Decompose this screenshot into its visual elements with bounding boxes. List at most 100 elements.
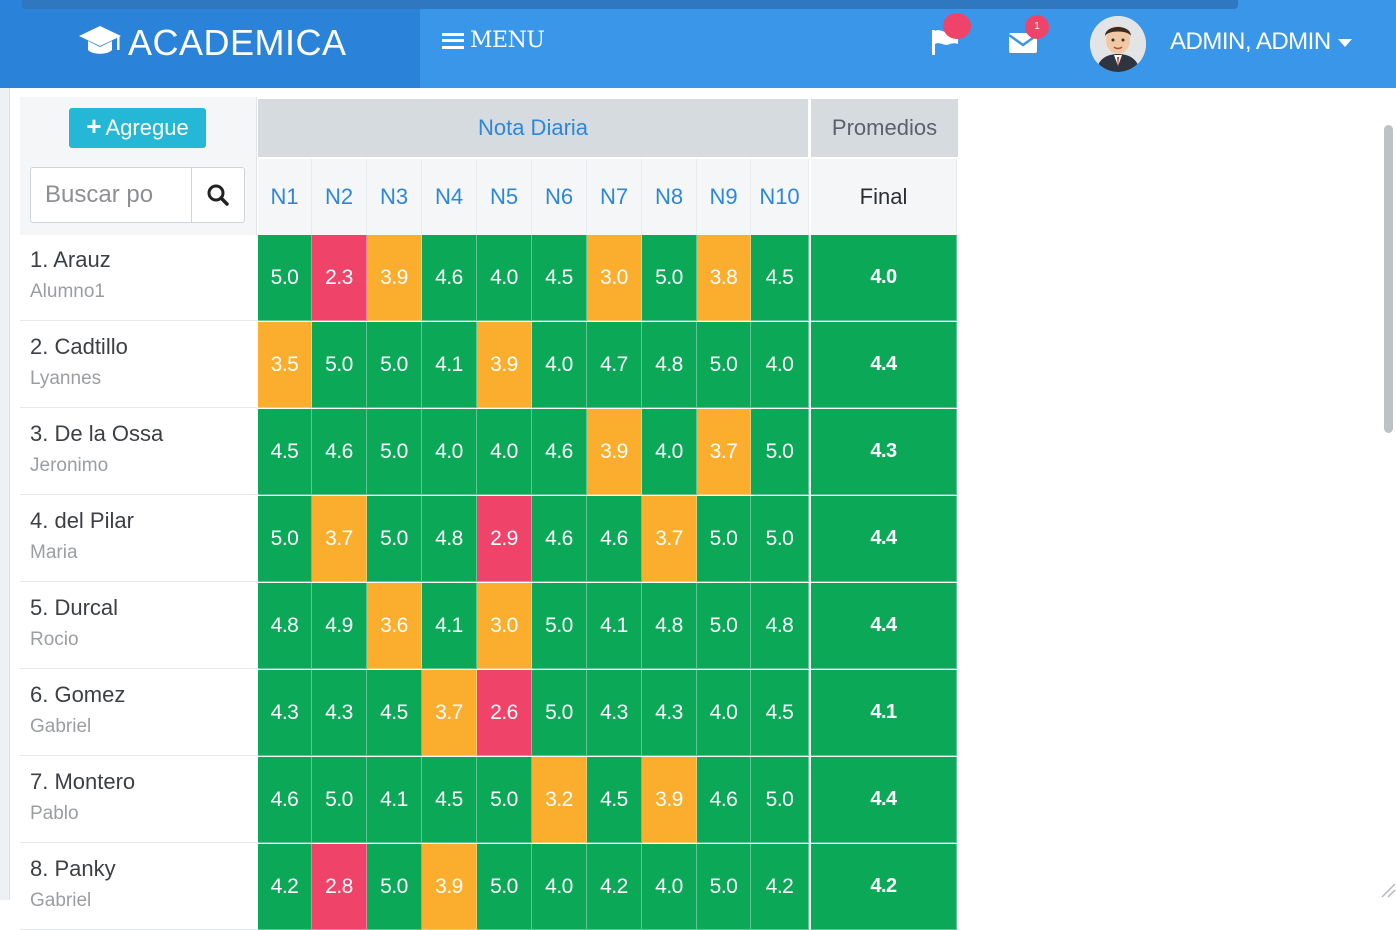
grade-cell[interactable]: 4.3 xyxy=(642,670,697,756)
grade-cell[interactable]: 4.0 xyxy=(751,322,809,408)
search-button[interactable] xyxy=(191,168,244,222)
grade-cell[interactable]: 2.3 xyxy=(312,235,367,321)
grade-cell[interactable]: 3.9 xyxy=(587,409,642,495)
grade-cell[interactable]: 5.0 xyxy=(477,844,532,930)
student-name-cell[interactable]: 1. Arauz Alumno1 xyxy=(20,235,257,321)
grade-cell[interactable]: 4.6 xyxy=(532,409,587,495)
student-name-cell[interactable]: 8. Panky Gabriel xyxy=(20,844,257,930)
grade-cell[interactable]: 4.5 xyxy=(367,670,422,756)
grade-cell[interactable]: 4.6 xyxy=(258,757,312,843)
grade-cell[interactable]: 5.0 xyxy=(697,496,751,582)
grade-cell[interactable]: 2.9 xyxy=(477,496,532,582)
grade-cell[interactable]: 4.3 xyxy=(587,670,642,756)
grade-cell[interactable]: 4.6 xyxy=(422,235,477,321)
grade-cell[interactable]: 5.0 xyxy=(258,235,312,321)
grade-cell[interactable]: 5.0 xyxy=(258,496,312,582)
grade-cell[interactable]: 3.7 xyxy=(312,496,367,582)
grade-cell[interactable]: 4.6 xyxy=(697,757,751,843)
search-input[interactable] xyxy=(31,168,191,222)
grade-cell[interactable]: 4.5 xyxy=(532,235,587,321)
resize-grip-icon[interactable] xyxy=(1378,880,1396,898)
grade-cell[interactable]: 5.0 xyxy=(751,409,809,495)
grade-cell[interactable]: 5.0 xyxy=(312,757,367,843)
grade-cell[interactable]: 4.6 xyxy=(532,496,587,582)
user-avatar[interactable] xyxy=(1090,16,1146,72)
grade-cell[interactable]: 5.0 xyxy=(367,409,422,495)
column-header-n9[interactable]: N9 xyxy=(697,159,751,235)
grade-cell[interactable]: 5.0 xyxy=(532,670,587,756)
grade-cell[interactable]: 5.0 xyxy=(312,322,367,408)
grade-cell[interactable]: 5.0 xyxy=(367,496,422,582)
grade-cell[interactable]: 5.0 xyxy=(751,496,809,582)
grade-cell[interactable]: 4.2 xyxy=(587,844,642,930)
grade-cell[interactable]: 4.5 xyxy=(422,757,477,843)
column-header-final[interactable]: Final xyxy=(811,159,957,235)
grade-cell[interactable]: 5.0 xyxy=(642,235,697,321)
grade-cell[interactable]: 3.7 xyxy=(642,496,697,582)
grade-cell[interactable]: 4.3 xyxy=(258,670,312,756)
grade-cell[interactable]: 3.0 xyxy=(477,583,532,669)
column-header-n3[interactable]: N3 xyxy=(367,159,422,235)
grade-cell[interactable]: 3.8 xyxy=(697,235,751,321)
grade-cell[interactable]: 4.5 xyxy=(258,409,312,495)
grade-cell[interactable]: 4.0 xyxy=(477,235,532,321)
grade-cell[interactable]: 4.6 xyxy=(587,496,642,582)
grade-cell[interactable]: 3.9 xyxy=(422,844,477,930)
grade-cell[interactable]: 4.7 xyxy=(587,322,642,408)
student-name-cell[interactable]: 5. Durcal Rocio xyxy=(20,583,257,669)
grade-cell[interactable]: 3.7 xyxy=(697,409,751,495)
grade-cell[interactable]: 3.9 xyxy=(367,235,422,321)
grade-cell[interactable]: 4.9 xyxy=(312,583,367,669)
grade-cell[interactable]: 5.0 xyxy=(697,322,751,408)
grade-cell[interactable]: 4.5 xyxy=(751,670,809,756)
student-name-cell[interactable]: 3. De la Ossa Jeronimo xyxy=(20,409,257,495)
grade-cell[interactable]: 4.1 xyxy=(587,583,642,669)
grade-cell[interactable]: 5.0 xyxy=(477,757,532,843)
column-header-n5[interactable]: N5 xyxy=(477,159,532,235)
student-name-cell[interactable]: 6. Gomez Gabriel xyxy=(20,670,257,756)
grade-cell[interactable]: 4.0 xyxy=(532,844,587,930)
grade-cell[interactable]: 4.8 xyxy=(642,322,697,408)
grade-cell[interactable]: 4.0 xyxy=(697,670,751,756)
scrollbar-thumb[interactable] xyxy=(1384,125,1393,433)
grade-cell[interactable]: 4.8 xyxy=(751,583,809,669)
grade-cell[interactable]: 5.0 xyxy=(367,844,422,930)
grade-cell[interactable]: 5.0 xyxy=(367,322,422,408)
grade-cell[interactable]: 4.5 xyxy=(587,757,642,843)
column-header-n7[interactable]: N7 xyxy=(587,159,642,235)
grade-cell[interactable]: 4.1 xyxy=(422,322,477,408)
student-name-cell[interactable]: 4. del Pilar Maria xyxy=(20,496,257,582)
grade-cell[interactable]: 4.1 xyxy=(422,583,477,669)
user-menu[interactable]: ADMIN, ADMIN xyxy=(1170,28,1352,56)
student-name-cell[interactable]: 7. Montero Pablo xyxy=(20,757,257,843)
grade-cell[interactable]: 3.9 xyxy=(477,322,532,408)
grade-cell[interactable]: 4.0 xyxy=(477,409,532,495)
grade-cell[interactable]: 5.0 xyxy=(751,757,809,843)
grade-cell[interactable]: 4.0 xyxy=(642,409,697,495)
grade-cell[interactable]: 4.8 xyxy=(258,583,312,669)
grade-cell[interactable]: 4.0 xyxy=(422,409,477,495)
column-header-n8[interactable]: N8 xyxy=(642,159,697,235)
grade-cell[interactable]: 5.0 xyxy=(697,844,751,930)
grade-cell[interactable]: 4.1 xyxy=(367,757,422,843)
grade-cell[interactable]: 4.8 xyxy=(422,496,477,582)
column-header-n1[interactable]: N1 xyxy=(258,159,312,235)
grade-cell[interactable]: 5.0 xyxy=(532,583,587,669)
grade-cell[interactable]: 4.5 xyxy=(751,235,809,321)
grade-cell[interactable]: 4.6 xyxy=(312,409,367,495)
grade-cell[interactable]: 3.9 xyxy=(642,757,697,843)
grade-cell[interactable]: 4.8 xyxy=(642,583,697,669)
menu-button[interactable]: MENU xyxy=(442,28,545,53)
grade-cell[interactable]: 3.6 xyxy=(367,583,422,669)
grade-cell[interactable]: 4.2 xyxy=(258,844,312,930)
grade-cell[interactable]: 4.0 xyxy=(532,322,587,408)
grade-cell[interactable]: 4.0 xyxy=(642,844,697,930)
brand-logo[interactable]: ACADEMICA xyxy=(78,22,347,64)
grade-cell[interactable]: 4.3 xyxy=(312,670,367,756)
grade-cell[interactable]: 2.8 xyxy=(312,844,367,930)
grade-cell[interactable]: 3.7 xyxy=(422,670,477,756)
column-header-n4[interactable]: N4 xyxy=(422,159,477,235)
grade-cell[interactable]: 4.2 xyxy=(751,844,809,930)
add-button[interactable]: + Agregue xyxy=(69,108,206,148)
grade-cell[interactable]: 2.6 xyxy=(477,670,532,756)
